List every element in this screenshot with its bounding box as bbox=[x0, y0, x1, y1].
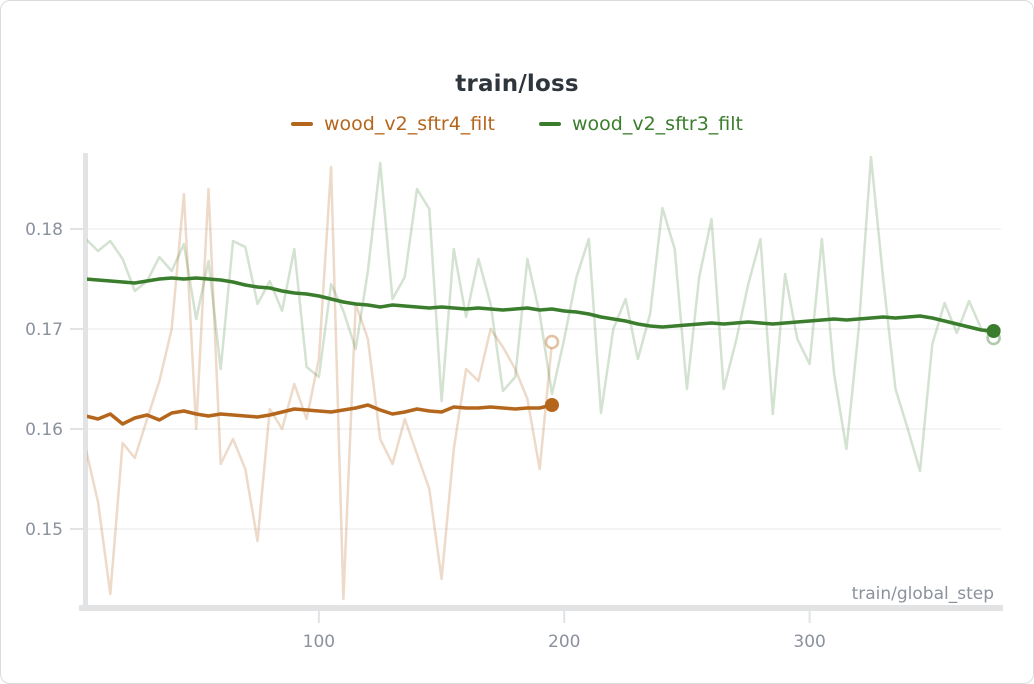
legend-item-wood_v2_sftr4_filt[interactable]: wood_v2_sftr4_filt bbox=[291, 113, 495, 135]
legend-swatch-orange bbox=[291, 121, 314, 127]
end-markers bbox=[544, 324, 1001, 412]
svg-text:0.16: 0.16 bbox=[25, 420, 63, 440]
axis-ticks bbox=[70, 228, 811, 623]
legend-swatch-green bbox=[539, 121, 561, 127]
legend-item-wood_v2_sftr3_filt[interactable]: wood_v2_sftr3_filt bbox=[539, 113, 743, 135]
svg-text:300: 300 bbox=[793, 632, 825, 652]
svg-text:0.15: 0.15 bbox=[25, 520, 63, 540]
legend-label: wood_v2_sftr3_filt bbox=[572, 113, 743, 135]
gridlines bbox=[87, 228, 1001, 530]
svg-text:200: 200 bbox=[548, 632, 580, 652]
chart-title: train/loss bbox=[455, 71, 579, 97]
legend-label: wood_v2_sftr4_filt bbox=[324, 113, 495, 135]
series-lines bbox=[87, 155, 996, 601]
svg-text:0.17: 0.17 bbox=[25, 320, 63, 340]
tick-labels: 0.18 0.17 0.16 0.15 100 200 300 bbox=[25, 220, 826, 652]
x-axis-label: train/global_step bbox=[852, 584, 994, 604]
x-axis-spine bbox=[79, 605, 1003, 611]
legend: wood_v2_sftr4_filt wood_v2_sftr3_filt bbox=[1, 113, 1033, 135]
svg-text:100: 100 bbox=[303, 632, 335, 652]
y-axis-spine bbox=[83, 153, 88, 610]
svg-text:0.18: 0.18 bbox=[25, 220, 63, 240]
